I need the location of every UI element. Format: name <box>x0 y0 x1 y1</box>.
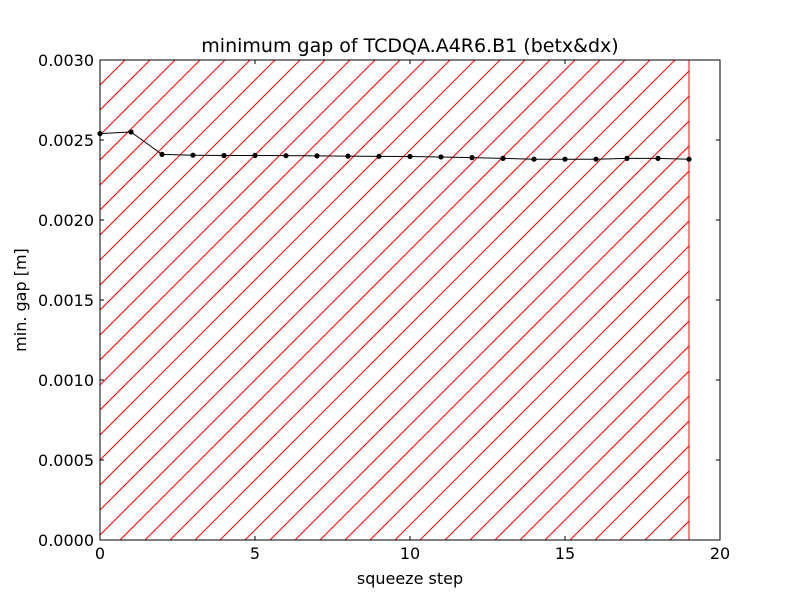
hatch-line <box>494 345 689 540</box>
hatch-line <box>519 370 689 540</box>
hatch-line <box>419 270 689 540</box>
hatch-line <box>444 295 689 540</box>
y-tick-label: 0.0025 <box>38 131 94 150</box>
y-tick-label: 0.0010 <box>38 371 94 390</box>
hatch-line <box>100 60 576 536</box>
data-point <box>469 155 475 161</box>
hatched-region-border <box>99 59 690 541</box>
hatch-line <box>100 60 451 411</box>
data-point <box>190 152 196 158</box>
hatch-line <box>644 495 689 540</box>
data-point <box>407 153 413 160</box>
y-tick-label: 0.0005 <box>38 451 94 470</box>
series-line <box>99 131 690 160</box>
data-point <box>624 155 630 161</box>
hatch-line <box>294 145 689 540</box>
hatch-line <box>100 60 351 311</box>
y-tick-label: 0.0030 <box>38 51 94 70</box>
hatch-line <box>100 60 226 186</box>
hatch-line <box>100 60 376 336</box>
hatch-line <box>100 60 551 511</box>
hatch-line <box>344 195 689 540</box>
x-tick-label: 0 <box>95 544 105 563</box>
data-point <box>314 153 320 159</box>
hatch-line <box>194 60 676 540</box>
data-point <box>593 156 599 162</box>
x-tick-label: 10 <box>400 544 420 563</box>
y-tick-label: 0.0000 <box>38 531 94 550</box>
data-point <box>283 153 289 159</box>
data-point <box>562 156 568 162</box>
data-point <box>221 152 227 159</box>
axis-ticks: 0 5 10 15 20 0.0000 0.0005 0.0010 0.0015 0.0020 0.… <box>38 51 730 563</box>
data-point <box>128 129 134 135</box>
hatch-line <box>695 60 800 540</box>
hatch-line <box>100 60 276 236</box>
hatch-line <box>100 60 401 361</box>
hatch-line <box>319 170 689 540</box>
hatch-line <box>100 60 476 436</box>
x-tick-label: 15 <box>555 544 575 563</box>
hatch-line <box>594 445 689 540</box>
data-point <box>345 153 351 159</box>
chart-title: minimum gap of TCDQA.A4R6.B1 (betx&dx) <box>201 35 618 57</box>
hatched-region <box>99 59 800 541</box>
data-point <box>655 155 661 161</box>
hatch-line <box>219 70 689 540</box>
hatch-line <box>469 320 689 540</box>
data-point <box>500 155 506 161</box>
series-layer <box>97 129 692 162</box>
y-axis-label: min. gap [m] <box>11 248 30 352</box>
hatch-line <box>100 60 326 286</box>
data-point <box>438 154 444 160</box>
hatch-line <box>169 60 651 540</box>
hatch-line <box>544 395 689 540</box>
hatch-line <box>269 120 689 540</box>
data-point <box>159 151 165 157</box>
hatch-line <box>619 470 689 540</box>
hatch-line <box>144 60 626 540</box>
data-point <box>686 156 692 162</box>
hatch-line <box>119 60 601 540</box>
x-axis-label: squeeze step <box>357 569 463 588</box>
hatch-line <box>100 60 426 386</box>
x-tick-label: 5 <box>250 544 260 563</box>
hatch-line <box>100 60 201 161</box>
hatch-line <box>369 220 689 540</box>
hatch-line <box>569 420 689 540</box>
hatch-lines <box>100 60 800 540</box>
hatch-line <box>100 60 301 261</box>
hatch-line <box>100 60 501 461</box>
data-point <box>531 156 537 162</box>
y-tick-label: 0.0020 <box>38 211 94 230</box>
hatch-line <box>100 60 251 211</box>
hatch-line <box>100 60 526 486</box>
x-tick-label: 20 <box>710 544 730 563</box>
data-point <box>252 152 258 159</box>
y-tick-label: 0.0015 <box>38 291 94 310</box>
hatch-line <box>394 245 689 540</box>
plot-frame <box>99 59 721 541</box>
data-point <box>376 153 382 159</box>
hatch-line <box>244 95 689 540</box>
